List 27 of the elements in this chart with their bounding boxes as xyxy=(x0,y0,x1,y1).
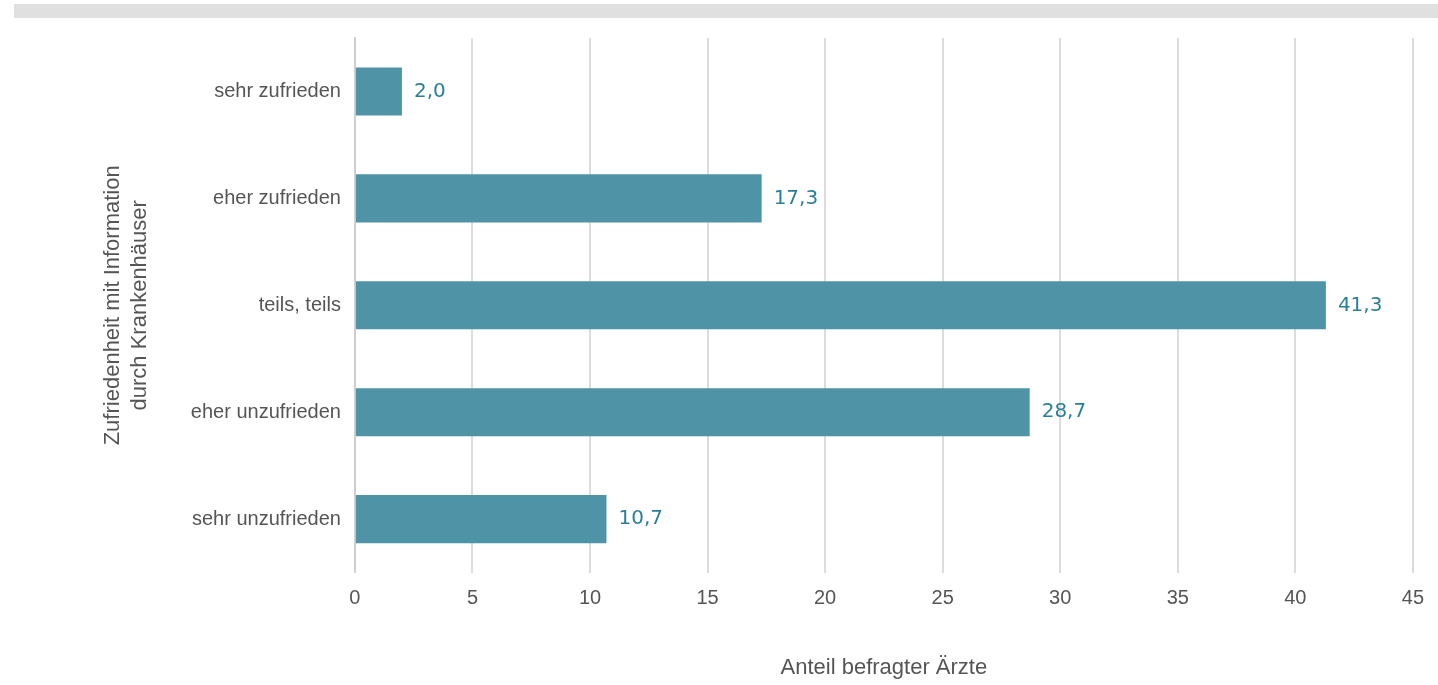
y-tick-label: eher zufrieden xyxy=(213,185,341,208)
data-label: 41,3 xyxy=(1337,291,1383,316)
y-axis-title: Zufriedenheit mit Information durch Krankenhäuser xyxy=(99,165,151,446)
data-label: 17,3 xyxy=(773,184,819,209)
y-tick-label: eher unzufrieden xyxy=(190,399,341,422)
x-tick-label: 20 xyxy=(813,586,837,609)
x-tick-label: 5 xyxy=(466,586,479,609)
data-label: 28,7 xyxy=(1041,398,1087,423)
x-tick-label: 30 xyxy=(1049,586,1072,609)
bar xyxy=(355,495,607,544)
bar xyxy=(355,174,762,223)
bar xyxy=(355,67,402,116)
x-tick-label: 40 xyxy=(1284,586,1307,609)
data-label: 2,0 xyxy=(413,77,446,102)
y-tick-label: sehr zufrieden xyxy=(214,78,341,101)
x-tick-label: 15 xyxy=(696,586,719,609)
y-tick-label: sehr unzufrieden xyxy=(191,506,341,529)
x-tick-label: 35 xyxy=(1166,586,1189,609)
x-tick-label: 25 xyxy=(931,586,954,609)
x-axis-title: Anteil befragter Ärzte xyxy=(780,653,988,679)
y-tick-label: teils, teils xyxy=(258,292,341,315)
x-tick-label: 10 xyxy=(578,586,602,609)
data-label: 10,7 xyxy=(618,505,663,530)
x-tick-label: 0 xyxy=(349,586,361,609)
bar xyxy=(355,388,1030,437)
x-tick-label: 45 xyxy=(1401,586,1424,609)
bar xyxy=(355,281,1326,330)
